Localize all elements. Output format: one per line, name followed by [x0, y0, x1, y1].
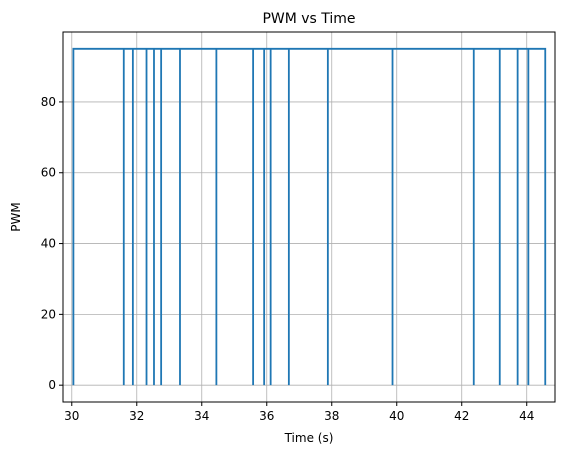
x-axis-label: Time (s): [284, 431, 334, 445]
y-tick-label: 20: [41, 307, 56, 321]
x-tick-label: 34: [194, 409, 209, 423]
x-tick-label: 40: [389, 409, 404, 423]
x-ticks: 30 32 34 36 38 40 42 44: [64, 402, 534, 423]
x-tick-label: 44: [519, 409, 534, 423]
series-layer: [72, 47, 547, 386]
y-ticks: 0 20 40 60 80: [41, 95, 63, 392]
y-tick-label: 60: [41, 166, 56, 180]
x-tick-label: 38: [324, 409, 339, 423]
pwm-series-line: [72, 47, 547, 386]
x-tick-label: 42: [454, 409, 469, 423]
x-tick-label: 36: [259, 409, 274, 423]
y-tick-label: 0: [48, 378, 56, 392]
chart-title: PWM vs Time: [262, 11, 355, 27]
x-tick-label: 30: [64, 409, 79, 423]
y-axis-label: PWM: [9, 202, 23, 231]
grid-layer: [63, 32, 555, 402]
plot-frame: [62, 31, 556, 403]
x-tick-label: 32: [129, 409, 144, 423]
y-tick-label: 80: [41, 95, 56, 109]
y-tick-label: 40: [41, 237, 56, 251]
